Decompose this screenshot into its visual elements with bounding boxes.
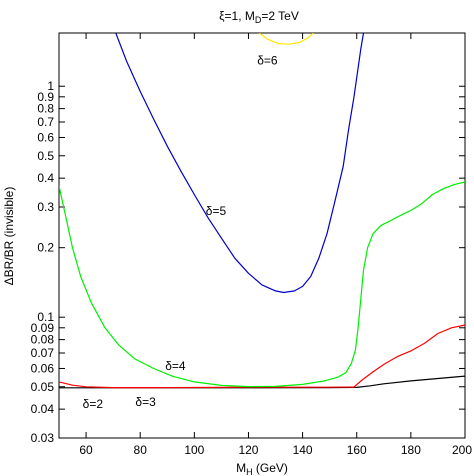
series-annotation: δ=4 xyxy=(165,359,186,373)
y-tick-label: 0.9 xyxy=(37,90,54,104)
series-layer xyxy=(59,33,465,389)
y-tick-label: 0.04 xyxy=(31,402,55,416)
y-tick-label: 0.4 xyxy=(37,171,54,185)
y-tick-label: 0.03 xyxy=(31,431,55,445)
x-tick-label: 80 xyxy=(134,443,148,457)
chart-title: ξ=1, MD=2 TeV xyxy=(219,9,299,25)
series-line-d5 xyxy=(115,33,365,294)
x-tick-label: 160 xyxy=(347,443,367,457)
y-axis: 0.03 0.04 0.05 0.060.070.080.090.1 0.2 0.3 0.4… xyxy=(31,79,465,445)
x-tick-label: 60 xyxy=(79,443,93,457)
series-annotation: δ=6 xyxy=(257,54,278,68)
y-tick-label: 0.2 xyxy=(37,241,54,255)
series-annotation: δ=3 xyxy=(135,395,156,409)
y-tick-label: 0.5 xyxy=(37,149,54,163)
y-tick-label: 0.7 xyxy=(37,115,54,129)
y-tick-label: 0.1 xyxy=(37,310,54,324)
y-tick-label: 0.3 xyxy=(37,200,54,214)
series-annotation: δ=2 xyxy=(83,397,104,411)
y-tick-label: 0.05 xyxy=(31,380,55,394)
y-tick-label: 0.08 xyxy=(31,333,55,347)
y-tick-label: 0.07 xyxy=(31,346,55,360)
series-line-d6 xyxy=(258,33,314,45)
x-axis: 60 80 100 120 140 160 180 200 xyxy=(79,33,472,457)
x-axis-label: MH (GeV) xyxy=(236,461,288,476)
y-tick-label: 0.06 xyxy=(31,361,55,375)
x-tick-label: 120 xyxy=(238,443,258,457)
series-line-d4 xyxy=(59,181,465,388)
y-axis-label: ΔBR/BR (invisible) xyxy=(2,187,16,286)
y-tick-label: 0.09 xyxy=(31,321,55,335)
y-tick-label: 1 xyxy=(47,79,54,93)
annotation-layer: δ=2 δ=3 δ=4 δ=5 δ=6 xyxy=(83,54,278,411)
y-tick-label: 0.8 xyxy=(37,102,54,116)
series-annotation: δ=5 xyxy=(206,204,227,218)
plot-frame xyxy=(58,32,466,439)
y-tick-label: 0.6 xyxy=(37,130,54,144)
x-tick-label: 180 xyxy=(401,443,421,457)
x-tick-label: 100 xyxy=(184,443,204,457)
x-tick-label: 200 xyxy=(452,443,472,457)
x-tick-label: 140 xyxy=(293,443,313,457)
series-line-d3 xyxy=(59,324,465,389)
